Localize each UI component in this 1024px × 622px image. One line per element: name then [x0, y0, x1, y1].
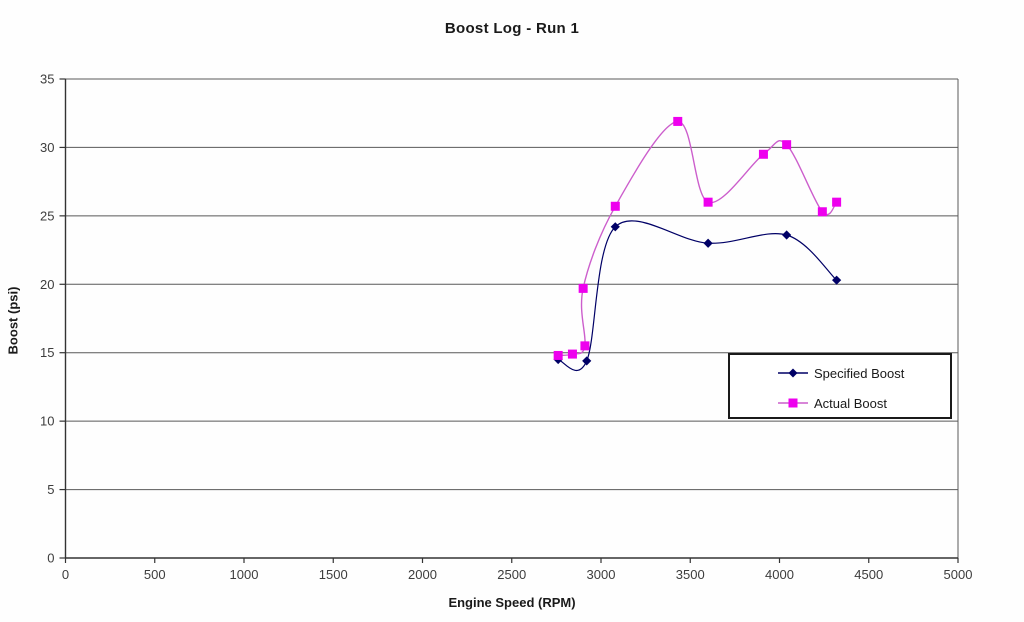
y-tick-label-5: 5: [47, 482, 54, 497]
y-tick-label-25: 25: [40, 208, 54, 223]
y-tick-label-35: 35: [40, 72, 54, 87]
x-tick-label-4000: 4000: [765, 567, 794, 582]
legend-label-actual-boost: Actual Boost: [814, 395, 887, 411]
legend-label-specified-boost: Specified Boost: [814, 365, 905, 381]
x-tick-label-2500: 2500: [497, 567, 526, 582]
legend-item-specified-boost: Specified Boost: [778, 365, 905, 381]
actual-boost-point-10: [832, 197, 842, 207]
y-tick-label-10: 10: [40, 414, 54, 429]
legend-diamond-marker-icon: [788, 368, 798, 378]
actual-boost-point-4: [610, 201, 620, 211]
actual-boost-point-7: [758, 149, 768, 159]
actual-boost-point-9: [817, 207, 827, 217]
x-tick-label-1000: 1000: [230, 567, 259, 582]
x-tick-label-1500: 1500: [319, 567, 348, 582]
actual-boost-point-3: [578, 283, 588, 293]
y-tick-label-20: 20: [40, 277, 54, 292]
y-tick-label-30: 30: [40, 140, 54, 155]
chart-title: Boost Log - Run 1: [444, 20, 580, 37]
specified-boost-legend-marker-icon: [778, 368, 808, 378]
x-tick-label-3500: 3500: [676, 567, 705, 582]
actual-boost-legend-marker-icon: [778, 398, 808, 408]
x-tick-label-2000: 2000: [408, 567, 437, 582]
x-tick-label-5000: 5000: [944, 567, 973, 582]
x-tick-label-0: 0: [62, 567, 69, 582]
actual-boost-point-0: [553, 350, 563, 360]
x-tick-label-3000: 3000: [587, 567, 616, 582]
actual-boost-point-6: [703, 197, 713, 207]
actual-boost-point-2: [580, 341, 590, 351]
x-tick-label-4500: 4500: [854, 567, 883, 582]
actual-boost-point-8: [782, 140, 792, 150]
y-tick-label-15: 15: [40, 345, 54, 360]
legend-item-actual-boost: Actual Boost: [778, 395, 887, 411]
specified-boost-point-2: [610, 222, 620, 232]
specified-boost-point-1: [582, 356, 592, 366]
specified-boost-point-5: [832, 275, 842, 285]
actual-boost-point-5: [673, 116, 683, 126]
legend-square-marker-icon: [788, 398, 798, 408]
specified-boost-line: [557, 220, 838, 371]
x-tick-label-500: 500: [144, 567, 166, 582]
actual-boost-point-1: [567, 349, 577, 359]
specified-boost-point-4: [782, 230, 792, 240]
specified-boost-point-3: [703, 238, 713, 248]
y-axis-title: Boost (psi): [5, 286, 21, 355]
legend: Specified Boost Actual Boost: [728, 353, 952, 419]
y-tick-label-0: 0: [47, 551, 54, 566]
x-axis-title: Engine Speed (RPM): [448, 595, 576, 610]
